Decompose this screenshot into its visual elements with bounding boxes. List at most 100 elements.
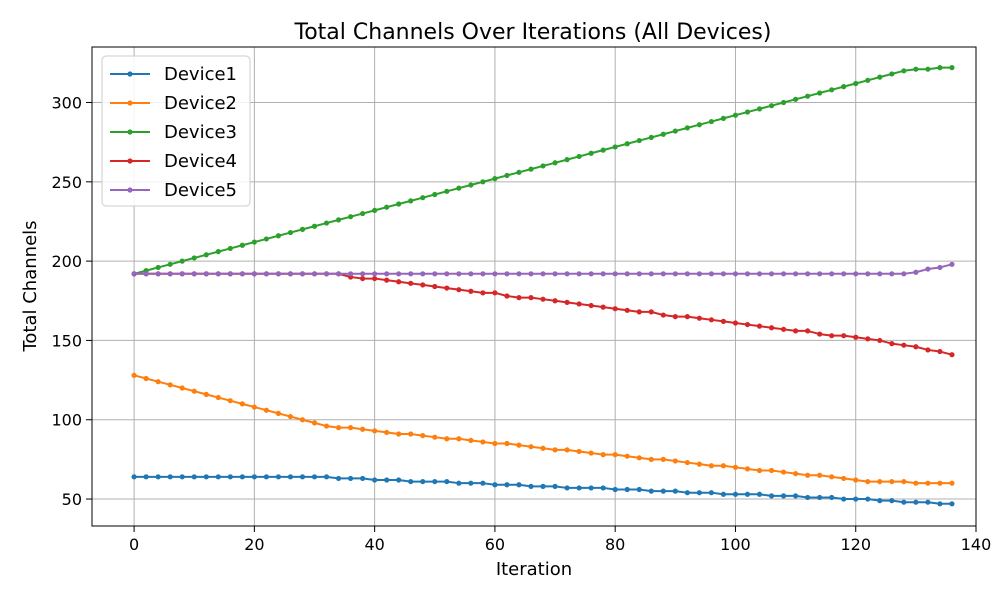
data-point [492,290,498,296]
data-point [913,480,919,486]
data-point [865,77,871,83]
data-point [877,478,883,485]
data-point [841,271,847,277]
data-point [720,491,727,497]
data-point [660,131,666,137]
data-point [672,314,678,320]
data-point [516,169,522,175]
data-point [829,271,835,277]
data-point [408,280,414,286]
data-point [552,298,558,304]
data-point [636,486,642,493]
data-point [251,404,257,410]
data-point [360,475,366,482]
data-point [468,271,474,277]
legend-marker [127,129,133,135]
data-point [877,271,883,277]
data-point [131,474,137,480]
data-point [251,271,257,277]
data-point [672,458,678,464]
data-point [480,179,486,185]
data-point [468,182,474,188]
data-point [179,474,185,480]
ticks: 0 20 40 60 80 100 120 140 50 100 150 200 250 300 [51,94,991,554]
data-point [901,342,907,348]
data-point [624,486,630,493]
data-point [588,302,594,309]
data-point [347,271,354,277]
data-point [576,301,582,307]
data-point [805,494,811,501]
data-point [696,271,702,277]
data-point [239,401,245,407]
data-point [648,456,654,462]
data-point [420,478,426,485]
data-point [744,491,751,497]
data-point [384,271,390,277]
legend-label: Device5 [164,180,237,201]
data-point [696,461,702,467]
data-point [805,472,811,478]
data-point [275,410,282,416]
data-point [768,271,775,277]
data-point [744,271,751,277]
data-point [528,166,534,172]
data-point [360,426,366,432]
data-point [432,283,438,290]
data-point [612,144,618,150]
data-point [456,271,462,277]
data-point [865,496,871,502]
data-point [925,347,931,353]
data-point [299,474,306,480]
series-layer [131,65,955,507]
data-point [624,141,630,147]
data-point [275,474,282,480]
data-point [829,333,835,339]
data-point [829,474,835,480]
data-point [167,261,173,267]
data-point [552,483,558,489]
legend-label: Device1 [164,64,237,85]
data-point [780,271,787,277]
data-point [492,176,498,182]
data-point [853,477,859,483]
data-point [323,271,330,277]
data-point [552,271,558,277]
data-point [191,271,197,277]
legend-label: Device2 [164,93,237,114]
data-point [311,223,318,229]
y-tick-label: 150 [51,331,82,350]
x-tick-label: 100 [720,535,751,554]
data-point [853,496,859,502]
data-point [792,96,799,102]
data-point [227,271,233,277]
data-point [432,191,438,198]
data-point [540,296,546,302]
data-point [143,474,149,480]
data-point [817,472,823,478]
data-point [564,157,570,163]
data-point [780,493,787,499]
data-point [648,134,654,141]
data-point [323,474,330,480]
data-point [768,103,775,109]
x-tick-label: 0 [129,535,139,554]
data-point [768,467,775,474]
series-line [134,272,953,356]
data-point [444,436,450,442]
data-point [468,480,474,486]
data-point [335,217,342,223]
chart-title: Total Channels Over Iterations (All Devi… [294,20,772,45]
data-point [251,474,257,480]
data-point [504,293,510,299]
data-point [179,271,185,277]
data-point [949,261,955,267]
data-point [311,474,318,480]
data-point [600,485,606,491]
data-point [492,482,498,488]
data-point [841,496,847,502]
data-point [720,463,727,469]
data-point [937,480,943,486]
